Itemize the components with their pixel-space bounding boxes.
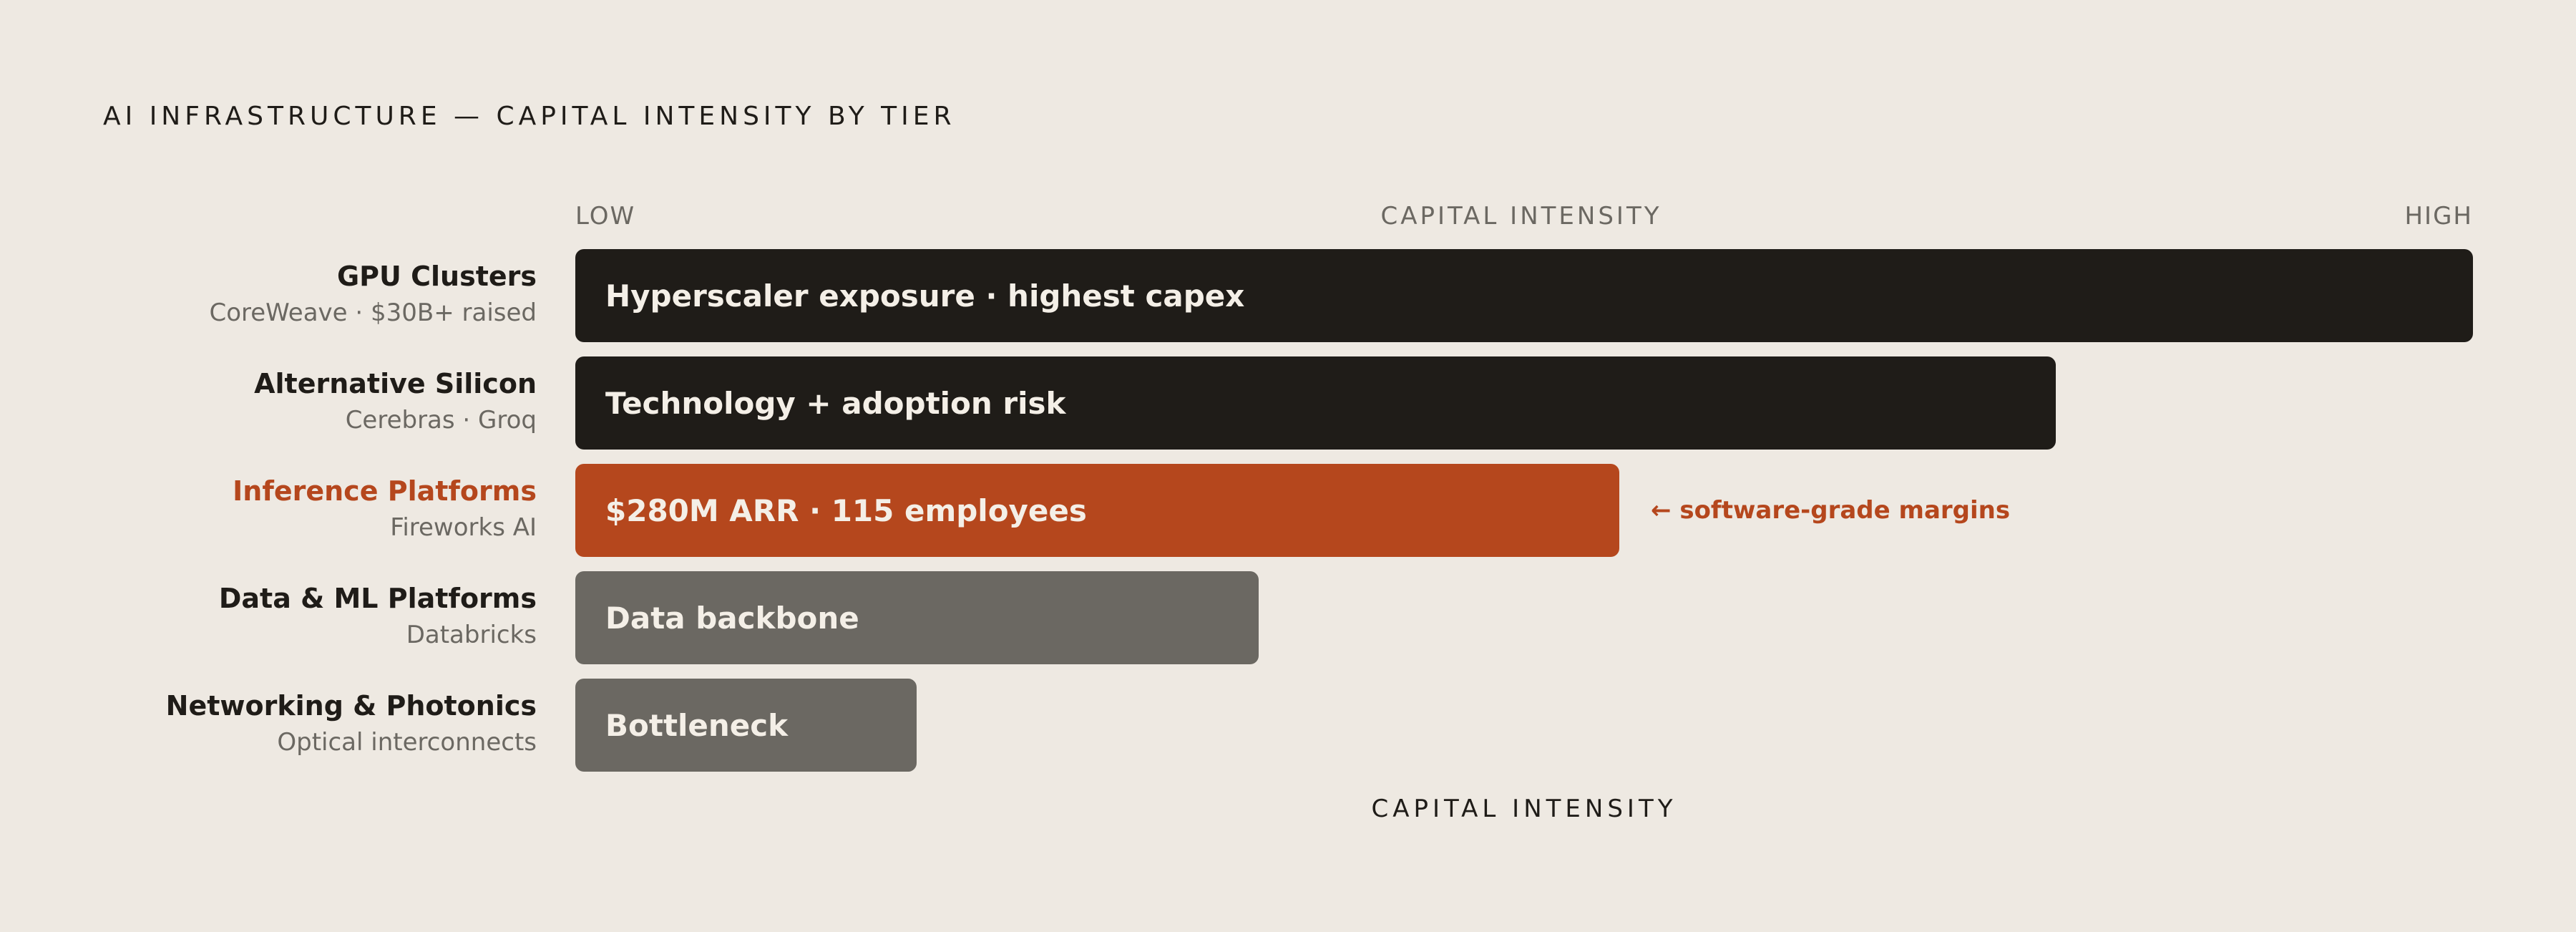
category-name: GPU Clusters <box>336 261 537 292</box>
bar-inference-platforms: $280M ARR · 115 employees <box>575 464 1619 557</box>
bar-data-and-ml-platforms: Data backbone <box>575 571 1259 664</box>
row-label-networking-and-photonics: Networking & Photonics Optical interconne… <box>0 687 537 760</box>
bar-annotation: ← software-grade margins <box>1651 496 2011 525</box>
category-subtitle: Cerebras · Groq <box>345 406 537 435</box>
category-name: Data & ML Platforms <box>218 583 537 614</box>
row-label-data-and-ml-platforms: Data & ML Platforms Databricks <box>0 580 537 653</box>
row-label-alternative-silicon: Alternative Silicon Cerebras · Groq <box>0 365 537 438</box>
bar-label: $280M ARR · 115 employees <box>605 492 1087 528</box>
category-subtitle: CoreWeave · $30B+ raised <box>209 298 537 327</box>
bar-alternative-silicon: Technology + adoption risk <box>575 356 2056 450</box>
category-name: Inference Platforms <box>233 475 537 507</box>
category-name: Alternative Silicon <box>254 368 537 399</box>
axis-top-label: CAPITAL INTENSITY <box>1380 202 1662 230</box>
bar-label: Technology + adoption risk <box>605 385 1066 421</box>
x-axis-title: CAPITAL INTENSITY <box>1371 795 1677 823</box>
chart-title: AI INFRASTRUCTURE — CAPITAL INTENSITY BY… <box>103 102 956 131</box>
category-name: Networking & Photonics <box>165 690 537 722</box>
row-label-gpu-clusters: GPU Clusters CoreWeave · $30B+ raised <box>0 258 537 331</box>
category-subtitle: Databricks <box>406 621 537 649</box>
bar-networking-and-photonics: Bottleneck <box>575 679 917 772</box>
category-subtitle: Optical interconnects <box>277 728 537 757</box>
axis-high-label: HIGH <box>2404 202 2473 230</box>
bar-label: Data backbone <box>605 600 859 636</box>
category-subtitle: Fireworks AI <box>390 513 537 542</box>
axis-low-label: LOW <box>575 202 636 230</box>
row-label-inference-platforms: Inference Platforms Fireworks AI <box>0 472 537 545</box>
bar-gpu-clusters: Hyperscaler exposure · highest capex <box>575 249 2473 342</box>
bar-label: Hyperscaler exposure · highest capex <box>605 278 1245 314</box>
bar-label: Bottleneck <box>605 707 789 743</box>
